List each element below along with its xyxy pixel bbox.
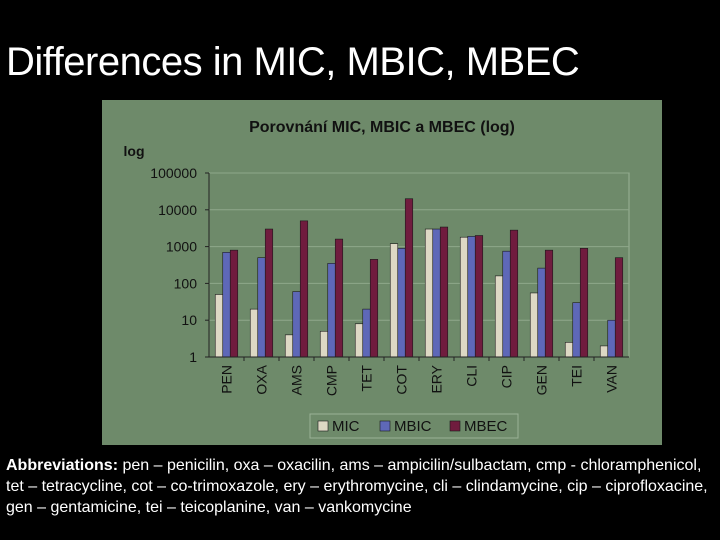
bar-mbec-tet xyxy=(369,259,379,358)
bar-mbec-cmp xyxy=(334,238,344,358)
x-tick-label: TEI xyxy=(569,365,585,387)
bar-mbic-cip xyxy=(502,250,511,358)
y-axis-label: log xyxy=(124,143,145,159)
bar-mic-gen xyxy=(529,292,539,358)
bar-mbec-pen xyxy=(229,249,239,358)
bar-mbic-gen xyxy=(537,267,546,358)
x-tick-label: VAN xyxy=(604,365,620,393)
bar-mic-ams xyxy=(284,334,294,358)
bar-mic-van xyxy=(599,345,609,358)
legend-label-mic: MIC xyxy=(332,418,360,435)
bar-mbec-cip xyxy=(509,229,519,358)
bar-mic-oxa xyxy=(249,308,259,358)
legend: MIC MBIC MBEC xyxy=(309,413,519,439)
bar-mbec-oxa xyxy=(264,228,274,358)
abbreviations-label: Abbreviations: xyxy=(6,457,119,474)
bar-mbec-gen xyxy=(544,249,554,358)
axes: 1 10 100 1000 10000 100000 PEN OXA AMS CMP TET COT E… xyxy=(150,165,629,396)
x-tick-label: COT xyxy=(394,365,410,395)
bar-mbic-pen xyxy=(222,252,231,358)
abbreviations-note: Abbreviations: pen – penicilin, oxa – ox… xyxy=(6,455,716,540)
bar-mic-tet xyxy=(354,323,364,358)
bar-mbec-cot xyxy=(404,198,414,358)
legend-swatch-mic xyxy=(317,420,329,432)
x-tick-label: TET xyxy=(359,365,375,392)
x-tick-label: PEN xyxy=(219,365,235,394)
gridlines xyxy=(208,172,630,358)
bar-mbec-ery xyxy=(439,226,449,358)
bar-mbic-oxa xyxy=(257,257,266,358)
chart-title: Porovnání MIC, MBIC a MBEC (log) xyxy=(249,119,515,136)
bar-mic-cot xyxy=(389,243,399,358)
y-tick-label: 10000 xyxy=(158,202,197,218)
bar-mic-cli xyxy=(459,236,469,358)
y-tick-label: 100 xyxy=(174,275,198,291)
bar-mbic-ams xyxy=(292,291,301,358)
chart-panel: Porovnání MIC, MBIC a MBEC (log) log 1 10… xyxy=(102,100,662,445)
x-tick-label: CLI xyxy=(464,365,480,387)
y-tick-label: 1 xyxy=(189,349,197,365)
bar-mbec-cli xyxy=(474,235,484,358)
bar-mbec-ams xyxy=(299,220,309,358)
y-tick-label: 100000 xyxy=(150,165,197,181)
plot-area xyxy=(208,172,630,358)
x-tick-label: GEN xyxy=(534,365,550,395)
y-tick-label: 1000 xyxy=(166,239,197,255)
bar-mbec-van xyxy=(614,257,624,358)
legend-label-mbic: MBIC xyxy=(394,418,432,435)
bar-mic-cmp xyxy=(319,330,329,358)
slide-title: Differences in MIC, MBIC, MBEC xyxy=(6,40,580,84)
legend-swatch-mbic xyxy=(379,420,391,432)
bar-mbic-tei xyxy=(572,302,581,358)
bar-mic-cip xyxy=(494,275,504,358)
y-tick-label: 10 xyxy=(181,312,197,328)
bar-mbec-tei xyxy=(579,247,589,358)
legend-box xyxy=(309,413,519,439)
bar-mic-tei xyxy=(564,342,574,358)
x-tick-label: CIP xyxy=(499,365,515,388)
bars xyxy=(214,198,624,358)
bar-mbic-cli xyxy=(467,236,476,358)
x-tick-label: CMP xyxy=(324,365,340,396)
x-tick-label: ERY xyxy=(429,364,445,393)
bar-mic-ery xyxy=(424,228,434,358)
x-tick-label: AMS xyxy=(289,365,305,395)
bar-mbic-van xyxy=(607,319,616,358)
bar-mbic-tet xyxy=(362,308,371,358)
bar-mbic-ery xyxy=(432,228,441,358)
abbreviations-text: pen – penicilin, oxa – oxacilin, ams – a… xyxy=(6,457,708,516)
legend-swatch-mbec xyxy=(449,420,461,432)
bar-mbic-cmp xyxy=(327,263,336,358)
bar-mbic-cot xyxy=(397,247,406,358)
bar-mic-pen xyxy=(214,294,224,358)
x-tick-label: OXA xyxy=(254,364,270,394)
legend-label-mbec: MBEC xyxy=(464,418,508,435)
bar-chart: Porovnání MIC, MBIC a MBEC (log) log 1 10… xyxy=(102,100,662,445)
